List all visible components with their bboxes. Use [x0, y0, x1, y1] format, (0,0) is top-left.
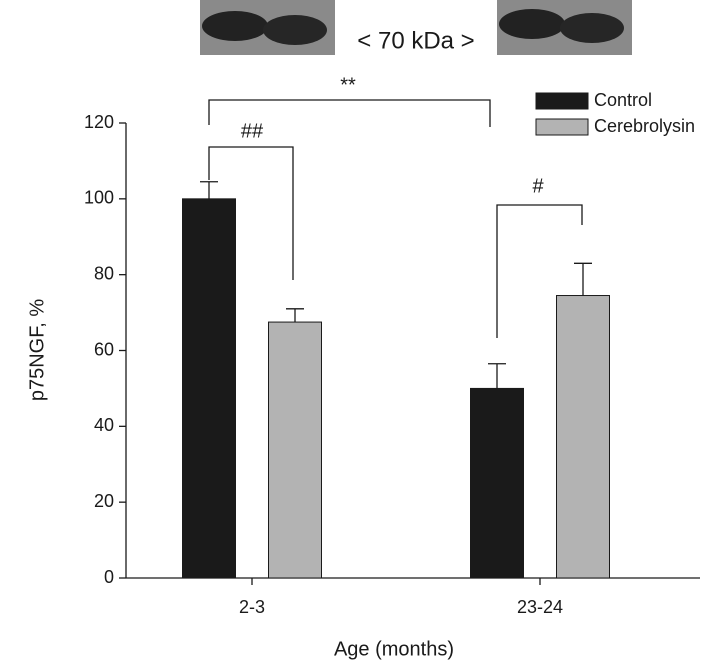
legend-swatch	[535, 92, 589, 110]
significance-label: ##	[241, 120, 264, 142]
western-blot	[200, 0, 632, 55]
error-bar	[574, 262, 592, 296]
bar	[470, 387, 524, 579]
y-axis-label: p75NGF, %	[26, 299, 48, 401]
legend-label: Control	[594, 90, 652, 110]
y-tick-label: 0	[104, 567, 114, 587]
x-tick-label: 23-24	[517, 597, 563, 617]
significance-label: #	[532, 175, 544, 197]
bar	[268, 321, 322, 579]
y-tick-label: 120	[84, 112, 114, 132]
y-tick-label: 80	[94, 263, 114, 283]
legend-label: Cerebrolysin	[594, 116, 695, 136]
error-bar	[200, 181, 218, 199]
x-axis-label: Age (months)	[334, 638, 454, 660]
bar	[556, 295, 610, 579]
bar	[182, 198, 236, 579]
significance-label: **	[340, 74, 356, 96]
y-tick-label: 20	[94, 491, 114, 511]
y-tick-label: 60	[94, 339, 114, 359]
x-tick-label: 2-3	[239, 597, 265, 617]
y-tick-label: 40	[94, 415, 114, 435]
blot-label: < 70 kDa >	[357, 27, 474, 54]
legend-swatch	[535, 118, 589, 136]
y-tick-label: 100	[84, 188, 114, 208]
brackets	[208, 99, 583, 338]
error-bar	[488, 363, 506, 389]
error-bar	[286, 308, 304, 323]
